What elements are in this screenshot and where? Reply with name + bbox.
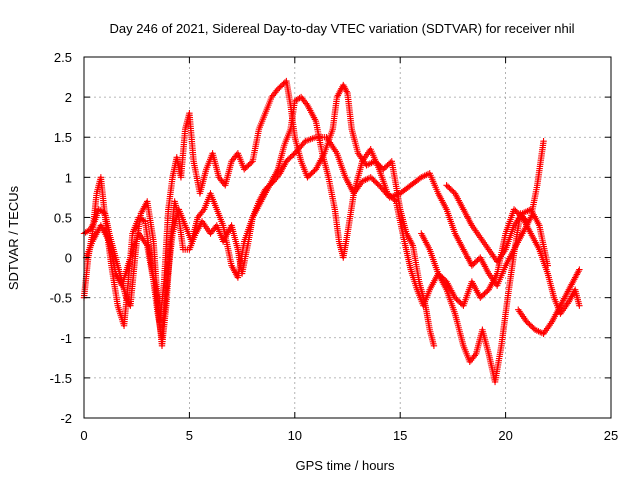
y-tick-label: 2.5 <box>54 50 72 65</box>
series-track-3 <box>82 93 530 386</box>
y-tick-label: 2 <box>65 90 72 105</box>
chart-title: Day 246 of 2021, Sidereal Day-to-day VTE… <box>109 21 574 36</box>
data-point <box>544 262 551 269</box>
axis-ticks: 0 5 10 15 20 25 -2 -1.5 -1 -0.5 0 0.5 1 1.5 2 2.5 <box>50 50 619 443</box>
data-point <box>540 138 547 145</box>
series-track-5 <box>515 266 583 337</box>
y-tick-label: 0.5 <box>54 210 72 225</box>
x-tick-label: 0 <box>80 428 87 443</box>
y-tick-label: -0.5 <box>50 291 72 306</box>
series-track-6 <box>443 182 551 269</box>
series-track-2 <box>80 77 438 349</box>
x-tick-label: 10 <box>288 428 302 443</box>
series-track-1 <box>80 134 547 349</box>
data-point <box>248 159 255 166</box>
x-axis-label: GPS time / hours <box>296 458 395 473</box>
y-tick-label: -2 <box>60 411 72 426</box>
data-point <box>290 151 297 158</box>
y-tick-label: -1 <box>60 331 72 346</box>
data-point <box>374 180 381 188</box>
y-axis-label: SDTVAR / TECUs <box>6 185 21 290</box>
x-tick-label: 25 <box>604 428 618 443</box>
x-tick-label: 15 <box>393 428 407 443</box>
data-point <box>576 302 583 309</box>
data-point <box>296 94 303 102</box>
x-tick-label: 20 <box>498 428 512 443</box>
y-tick-label: 1 <box>65 170 72 185</box>
data-point <box>391 196 398 204</box>
data-point <box>576 266 583 273</box>
y-tick-label: -1.5 <box>50 371 72 386</box>
x-tick-label: 5 <box>186 428 193 443</box>
y-tick-label: 1.5 <box>54 130 72 145</box>
data-point <box>430 342 438 349</box>
plot-frame <box>83 56 612 419</box>
data-markers <box>80 77 583 386</box>
y-tick-label: 0 <box>65 251 72 266</box>
